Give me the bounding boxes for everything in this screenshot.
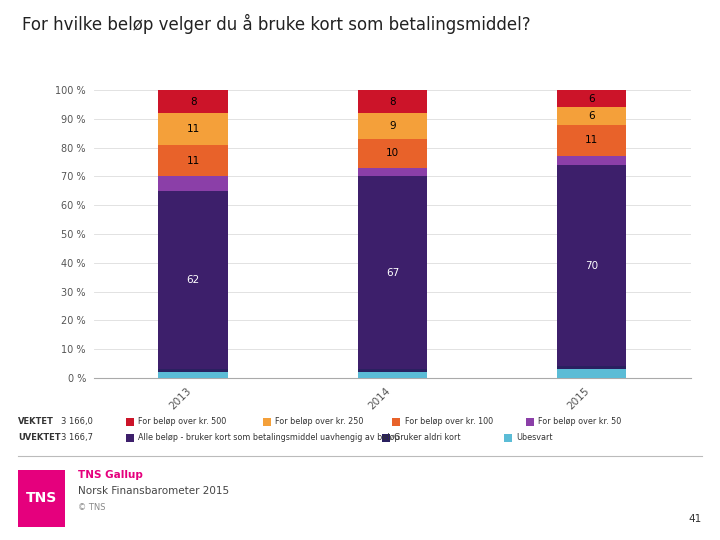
Text: 11: 11 — [186, 124, 200, 134]
Bar — [557, 165, 626, 367]
Bar — [358, 372, 427, 378]
Text: UVEKTET: UVEKTET — [18, 433, 60, 442]
Text: For beløp over kr. 100: For beløp over kr. 100 — [405, 417, 492, 426]
Text: © TNS: © TNS — [78, 503, 105, 512]
Bar — [158, 113, 228, 145]
Bar — [557, 107, 626, 125]
Text: Ubesvart: Ubesvart — [516, 433, 553, 442]
Text: TNS Gallup: TNS Gallup — [78, 470, 143, 480]
Text: 62: 62 — [186, 275, 200, 285]
Bar — [358, 369, 427, 372]
Text: 3 166,7: 3 166,7 — [61, 433, 93, 442]
Bar — [158, 191, 228, 369]
Bar — [557, 156, 626, 165]
Bar — [358, 177, 427, 369]
Bar — [358, 113, 427, 139]
Text: 10: 10 — [386, 148, 399, 158]
Bar — [358, 90, 427, 113]
Text: 11: 11 — [186, 156, 200, 166]
Text: 3 166,0: 3 166,0 — [61, 417, 93, 426]
Text: For beløp over kr. 50: For beløp over kr. 50 — [538, 417, 621, 426]
Text: Gruker aldri kort: Gruker aldri kort — [394, 433, 460, 442]
Text: 70: 70 — [585, 261, 598, 271]
Bar — [158, 90, 228, 113]
Text: For beløp over kr. 250: For beløp over kr. 250 — [275, 417, 364, 426]
Bar — [358, 168, 427, 177]
Bar — [557, 369, 626, 378]
Text: For hvilke beløp velger du å bruke kort som betalingsmiddel?: For hvilke beløp velger du å bruke kort … — [22, 14, 530, 33]
Bar — [557, 125, 626, 156]
Text: 41: 41 — [689, 515, 702, 524]
Bar — [158, 177, 228, 191]
Text: Alle beløp - bruker kort som betalingsmiddel uavhengig av beløp: Alle beløp - bruker kort som betalingsmi… — [138, 433, 400, 442]
Text: 8: 8 — [389, 97, 396, 106]
Bar — [158, 372, 228, 378]
Text: 6: 6 — [588, 111, 595, 121]
Bar — [358, 139, 427, 168]
Text: 67: 67 — [386, 268, 399, 278]
Text: 8: 8 — [190, 97, 197, 106]
Bar — [557, 90, 626, 107]
Text: Norsk Finansbarometer 2015: Norsk Finansbarometer 2015 — [78, 487, 229, 496]
Text: 9: 9 — [389, 121, 396, 131]
Text: VEKTET: VEKTET — [18, 417, 54, 426]
Text: For beløp over kr. 500: For beløp over kr. 500 — [138, 417, 227, 426]
Text: TNS: TNS — [26, 491, 57, 505]
Bar — [557, 367, 626, 369]
Bar — [158, 145, 228, 177]
Bar — [158, 369, 228, 372]
Text: 11: 11 — [585, 136, 598, 145]
Text: 6: 6 — [588, 93, 595, 104]
